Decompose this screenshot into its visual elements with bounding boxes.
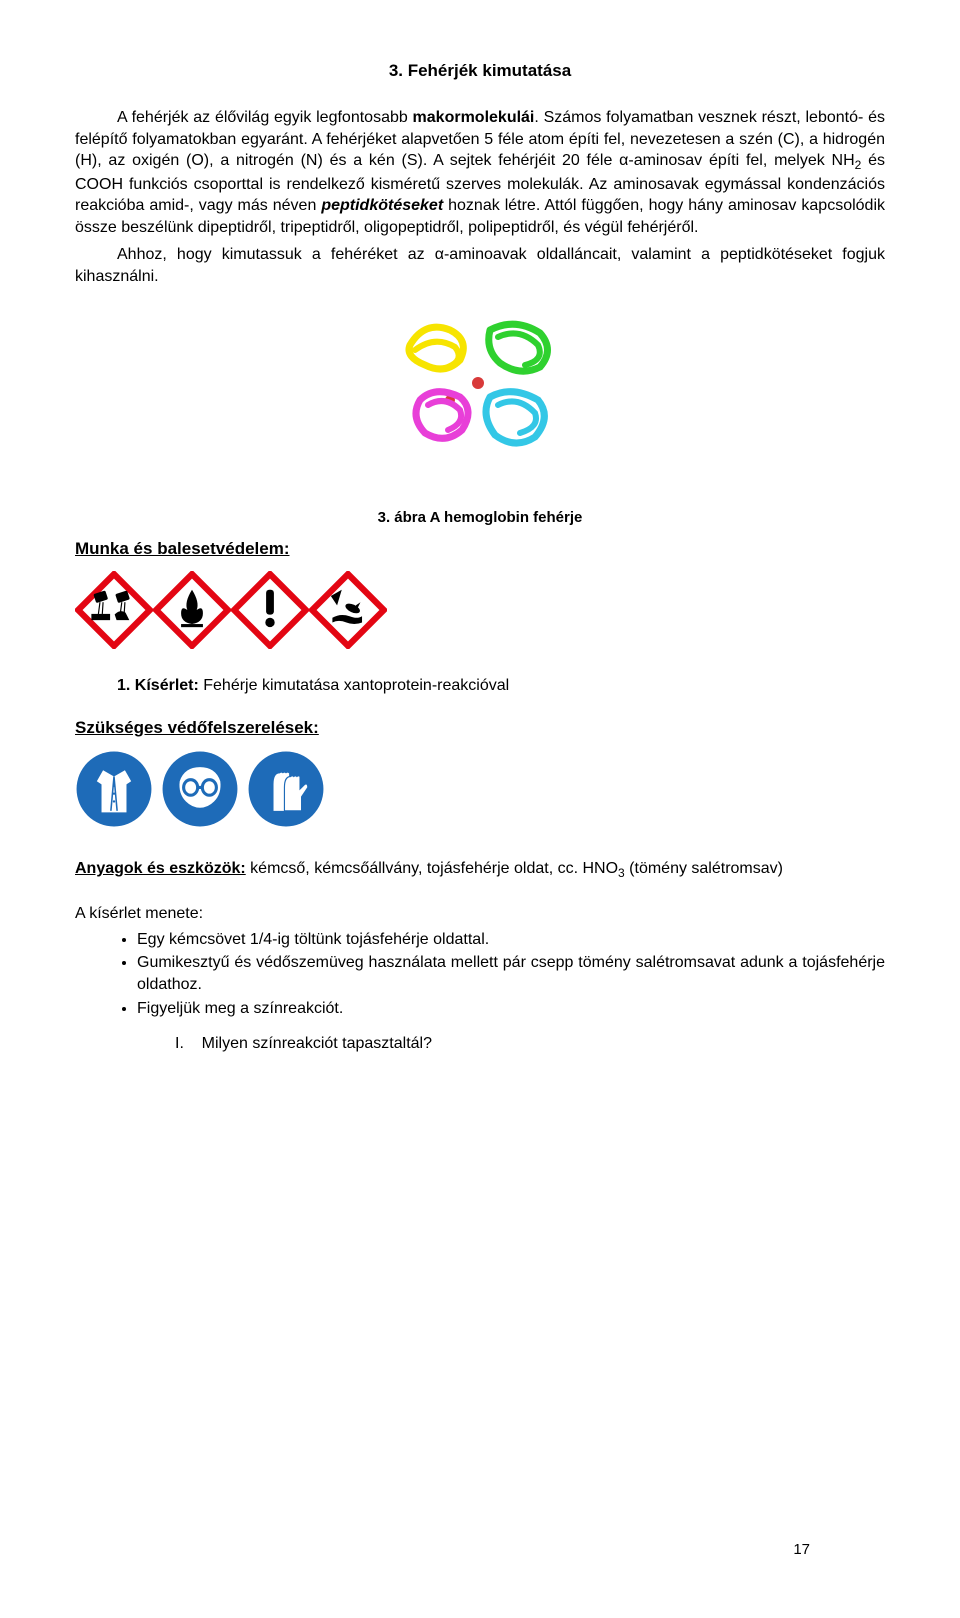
safety-heading: Munka és balesetvédelem: — [75, 538, 885, 561]
hazard-exclamation-icon — [231, 571, 309, 649]
question-1: I. Milyen színreakciót tapasztaltál? — [175, 1033, 885, 1055]
paragraph-2: Ahhoz, hogy kimutassuk a fehéréket az α-… — [75, 244, 885, 287]
materials-b: (tömény salétromsav) — [625, 860, 783, 877]
figure-protein — [75, 305, 885, 482]
protein-structure-image — [380, 305, 580, 475]
p1-e: peptidkötéseket — [321, 197, 443, 214]
materials-label: Anyagok és eszközök: — [75, 860, 246, 877]
p1-b: makormolekulái — [413, 109, 535, 126]
ppe-goggles-icon — [161, 750, 239, 828]
step-2: Gumikesztyű és védőszemüveg használata m… — [137, 952, 885, 995]
ppe-heading: Szükséges védőfelszerelések: — [75, 717, 885, 740]
materials-sub: 3 — [618, 866, 625, 880]
hazard-flammable-icon — [153, 571, 231, 649]
materials-a: kémcső, kémcsőállvány, tojásfehérje olda… — [246, 860, 618, 877]
hazard-pictogram-row — [75, 571, 885, 649]
paragraph-1: A fehérjék az élővilág egyik legfontosab… — [75, 107, 885, 238]
ppe-lab-coat-icon — [75, 750, 153, 828]
procedure-title: A kísérlet menete: — [75, 903, 885, 925]
procedure-steps: Egy kémcsövet 1/4-ig töltünk tojásfehérj… — [75, 929, 885, 1019]
step-3: Figyeljük meg a színreakciót. — [137, 998, 885, 1020]
hazard-environment-icon — [309, 571, 387, 649]
hazard-corrosive-icon — [75, 571, 153, 649]
figure-caption: 3. ábra A hemoglobin fehérje — [75, 508, 885, 528]
section-title: 3. Fehérjék kimutatása — [75, 60, 885, 83]
experiment-1-title: 1. Kísérlet: Fehérje kimutatása xantopro… — [117, 675, 885, 697]
ppe-gloves-icon — [247, 750, 325, 828]
p1-a: A fehérjék az élővilág egyik legfontosab… — [117, 109, 413, 126]
q-text: Milyen színreakciót tapasztaltál? — [202, 1035, 432, 1052]
step-1: Egy kémcsövet 1/4-ig töltünk tojásfehérj… — [137, 929, 885, 951]
page-number: 17 — [793, 1540, 810, 1560]
exp-text: Fehérje kimutatása xantoprotein-reakcióv… — [199, 677, 509, 694]
exp-num: 1. Kísérlet: — [117, 677, 199, 694]
ppe-icon-row — [75, 750, 885, 828]
q-num: I. — [175, 1035, 184, 1052]
materials-line: Anyagok és eszközök: kémcső, kémcsőállvá… — [75, 858, 885, 881]
